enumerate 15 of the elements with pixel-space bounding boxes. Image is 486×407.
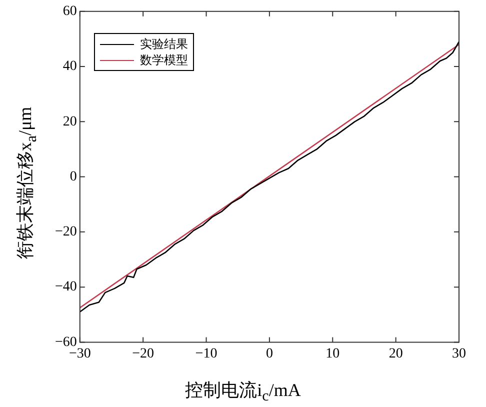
y-tick-label: −20 [54,224,77,240]
y-tick-label: −40 [54,280,77,295]
y-tick-label: 20 [62,114,77,130]
x-tick-label: −20 [132,346,154,362]
y-tick-label: 40 [62,59,77,74]
x-tick-label: −10 [195,346,218,362]
legend-label: 数学模型 [140,52,188,68]
legend-label: 实验结果 [140,36,188,52]
x-tick-label: 20 [388,346,403,362]
x-tick-label: 10 [326,346,340,362]
y-tick-label: 0 [70,169,77,184]
y-tick-label: 60 [62,4,77,20]
x-tick-label: 0 [266,346,273,362]
x-tick-label: 30 [452,346,466,362]
x-axis-title: 控制电流i$_{c}$/mA [184,379,302,406]
